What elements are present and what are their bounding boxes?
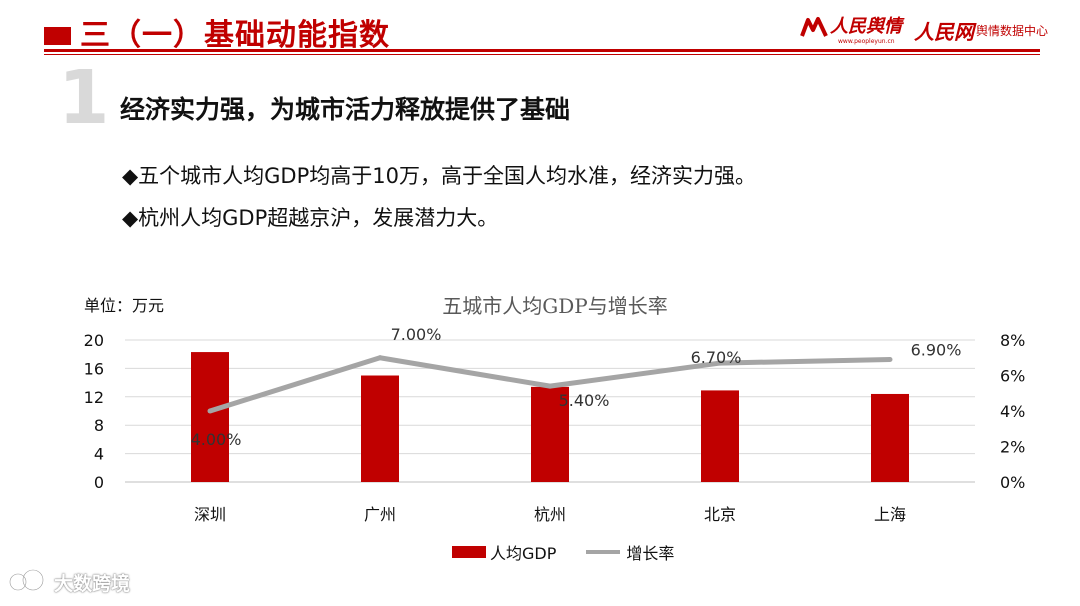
growth-rate-point — [717, 360, 723, 366]
logo2-text: 人民网 — [914, 20, 974, 44]
header-rule — [44, 49, 1040, 52]
y-right-tick-label: 6% — [1000, 367, 1025, 386]
growth-rate-point — [377, 355, 383, 361]
gdp-bar — [191, 352, 229, 482]
x-tick-label: 上海 — [874, 505, 906, 524]
gdp-bar — [871, 393, 909, 482]
y-left-tick-label: 20 — [84, 331, 104, 350]
header-rule-thin — [44, 54, 1040, 55]
y-left-tick-label: 12 — [84, 388, 104, 407]
watermark-text: 大数跨境 — [54, 572, 131, 595]
y-left-tick-label: 0 — [94, 473, 104, 492]
x-tick-label: 北京 — [704, 505, 736, 524]
slide-header: 三（一）基础动能指数 人民舆情 www.peopleyun.cn 人民网 舆情数… — [0, 0, 1080, 60]
gdp-bar — [701, 390, 739, 482]
growth-data-label: 7.00% — [391, 325, 442, 344]
y-right-tick-label: 2% — [1000, 438, 1025, 457]
x-tick-label: 广州 — [364, 505, 396, 524]
growth-data-label: 6.90% — [911, 341, 962, 360]
people-yuqing-logo: 人民舆情 www.peopleyun.cn — [800, 16, 902, 46]
bullet-point: ◆五个城市人均GDP均高于10万，高于全国人均水准，经济实力强。 — [122, 164, 756, 188]
growth-data-label: 5.40% — [559, 391, 610, 410]
watermark-logo-icon — [9, 569, 44, 591]
y-right-tick-label: 8% — [1000, 331, 1025, 350]
people-logo-icon — [800, 17, 828, 37]
x-tick-label: 深圳 — [194, 505, 226, 524]
section-number: 1 — [58, 55, 110, 141]
y-right-tick-label: 0% — [1000, 473, 1025, 492]
growth-rate-point — [547, 383, 553, 389]
y-left-tick-label: 8 — [94, 416, 104, 435]
chart-unit-label: 单位：万元 — [84, 296, 165, 315]
growth-data-label: 4.00% — [191, 430, 242, 449]
bullet-point: ◆杭州人均GDP超越京沪，发展潜力大。 — [122, 206, 499, 230]
legend-label-growth: 增长率 — [626, 544, 675, 563]
y-right-tick-label: 4% — [1000, 402, 1025, 421]
growth-rate-point — [207, 408, 213, 414]
header-title: 三（一）基础动能指数 — [80, 18, 390, 53]
gdp-bar — [531, 386, 569, 482]
y-left-tick-label: 4 — [94, 445, 104, 464]
legend-label-gdp: 人均GDP — [490, 544, 557, 563]
y-left-tick-label: 16 — [84, 359, 104, 378]
logo1-sub: www.peopleyun.cn — [838, 38, 895, 45]
chart-title: 五城市人均GDP与增长率 — [442, 294, 668, 318]
watermark: 大数跨境 — [8, 568, 130, 596]
chart-legend: 人均GDP 增长率 — [452, 540, 674, 564]
legend-swatch-growth — [586, 550, 621, 554]
people-net-logo: 人民网 舆情数据中心 — [914, 16, 1048, 45]
gdp-bar — [361, 375, 399, 482]
legend-swatch-gdp — [452, 546, 486, 558]
header-accent-square — [44, 27, 71, 45]
section-subtitle: 经济实力强，为城市活力释放提供了基础 — [120, 95, 571, 124]
growth-rate-point — [887, 357, 893, 363]
x-tick-label: 杭州 — [534, 505, 566, 524]
logo2-sub: 舆情数据中心 — [976, 24, 1049, 38]
logo1-text: 人民舆情 — [830, 16, 902, 37]
growth-data-label: 6.70% — [691, 348, 742, 367]
